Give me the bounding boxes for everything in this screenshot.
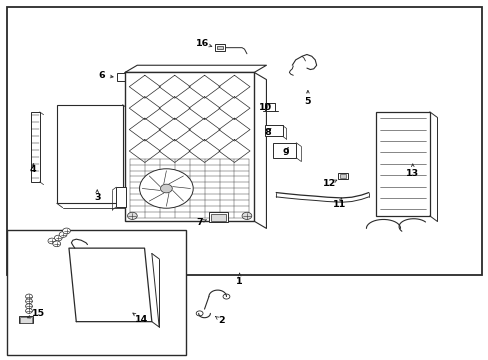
Bar	[20, 317, 32, 323]
Bar	[209, 212, 227, 222]
Text: 8: 8	[264, 128, 270, 137]
Bar	[19, 316, 33, 323]
Text: 6: 6	[99, 71, 105, 80]
Circle shape	[59, 231, 67, 237]
Circle shape	[62, 228, 70, 234]
Text: 16: 16	[195, 39, 208, 48]
Bar	[215, 44, 224, 51]
Bar	[117, 73, 130, 81]
Text: 12: 12	[322, 179, 335, 188]
Bar	[337, 173, 347, 179]
Text: 3: 3	[94, 193, 101, 202]
Bar	[217, 46, 223, 49]
Text: 7: 7	[196, 218, 203, 227]
Text: 15: 15	[32, 309, 45, 318]
Text: 13: 13	[406, 169, 418, 178]
Text: 2: 2	[217, 316, 224, 325]
Bar	[57, 105, 122, 203]
Bar	[31, 112, 40, 182]
Circle shape	[25, 309, 32, 314]
Text: 1: 1	[236, 276, 243, 285]
Bar	[125, 72, 254, 221]
Text: 4: 4	[29, 166, 36, 175]
Bar	[116, 187, 126, 207]
Bar	[265, 126, 282, 136]
Text: 11: 11	[332, 200, 345, 209]
Circle shape	[127, 212, 137, 220]
Bar	[272, 143, 296, 158]
Circle shape	[160, 184, 172, 193]
Text: 10: 10	[258, 103, 271, 112]
Bar	[6, 230, 185, 355]
Circle shape	[25, 299, 32, 304]
Circle shape	[25, 304, 32, 309]
Circle shape	[242, 212, 251, 220]
Circle shape	[25, 294, 32, 299]
Bar	[375, 112, 429, 216]
Bar	[6, 7, 482, 275]
Bar	[339, 174, 346, 178]
Circle shape	[54, 235, 62, 241]
Text: 14: 14	[134, 315, 147, 324]
Bar	[211, 214, 225, 221]
Text: 5: 5	[304, 97, 310, 106]
Circle shape	[53, 241, 61, 247]
Text: 9: 9	[282, 148, 289, 157]
Circle shape	[48, 238, 56, 244]
Circle shape	[139, 169, 193, 208]
